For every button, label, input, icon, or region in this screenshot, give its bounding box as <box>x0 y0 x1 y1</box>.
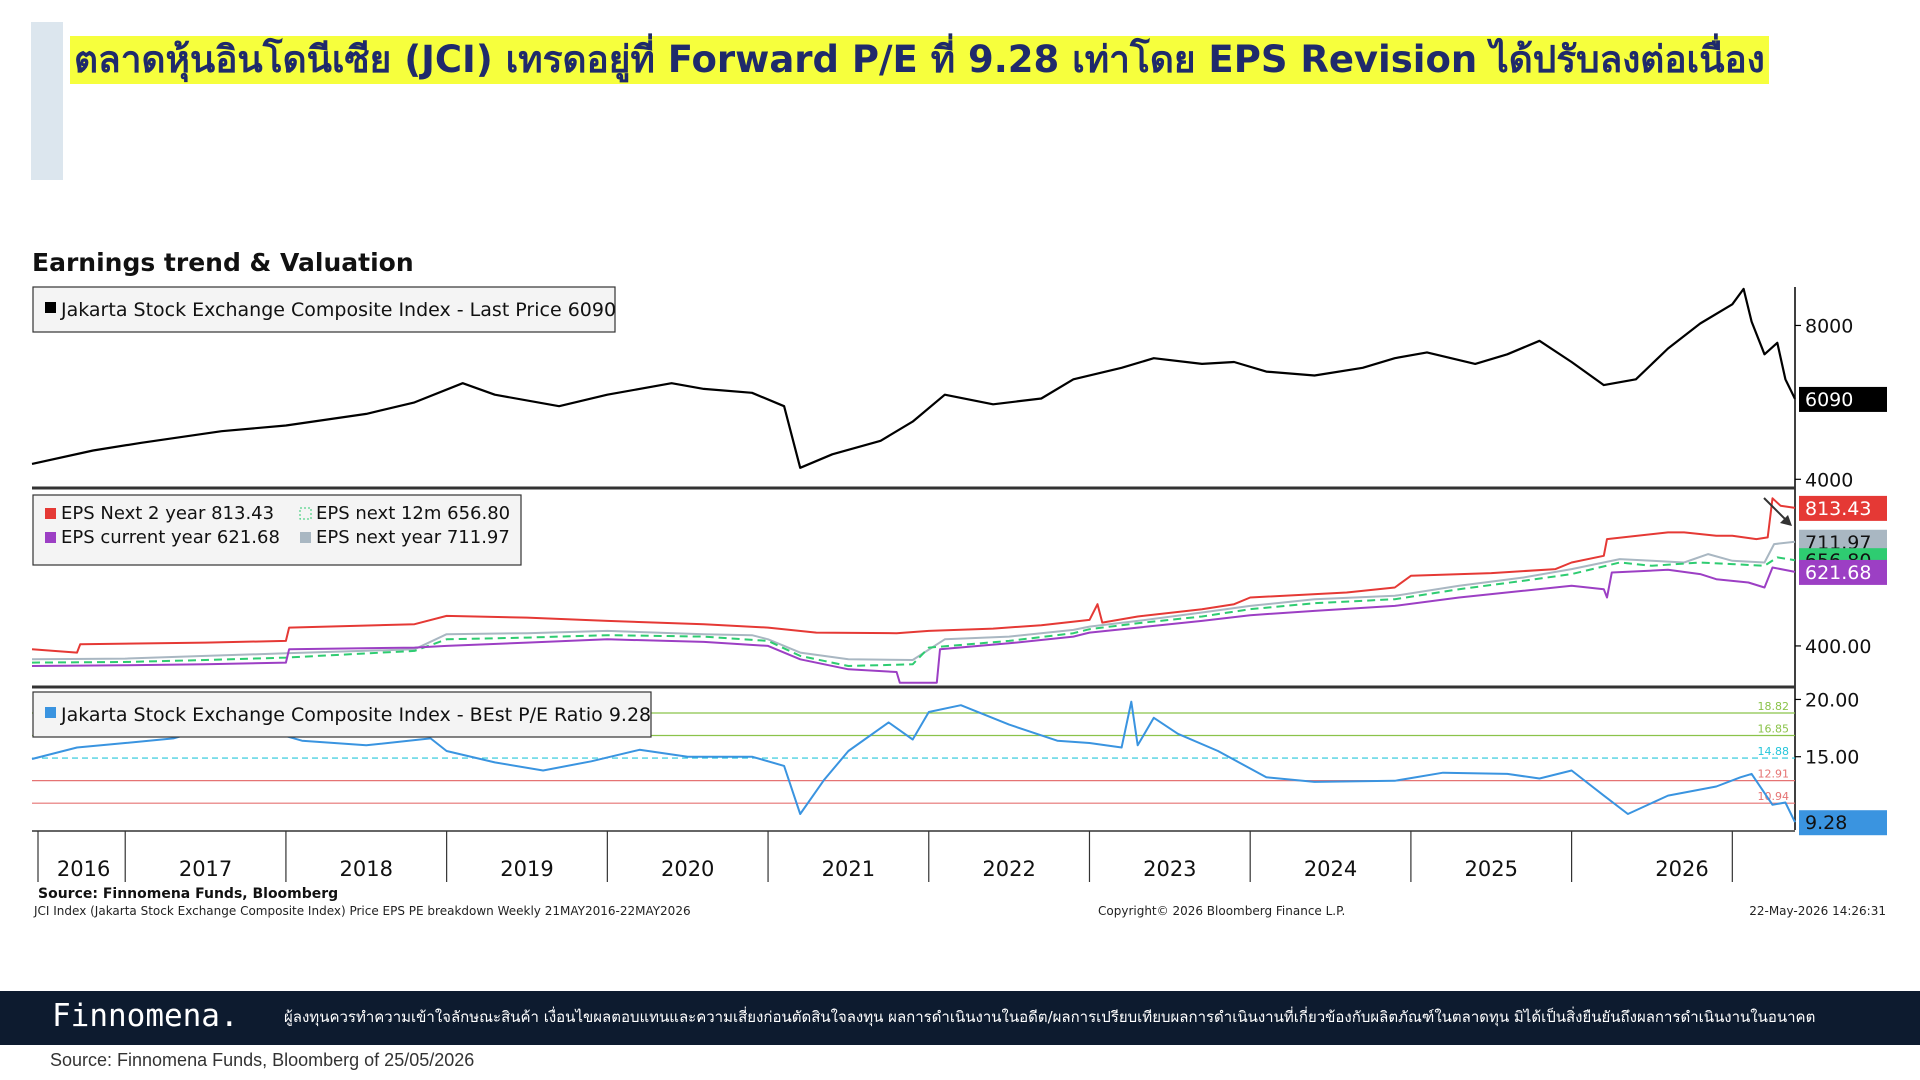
eps-legend-swatch-2 <box>45 532 56 543</box>
footer-disclaimer: ผู้ลงทุนควรทำความเข้าใจลักษณะสินค้า เงื่… <box>284 1008 1816 1026</box>
finnomena-logo: Finnomena. <box>52 998 239 1034</box>
footer-bar <box>0 991 1920 1045</box>
price-last-value-label-0: 6090 <box>1805 389 1853 411</box>
chart-footnote-left: JCI Index (Jakarta Stock Exchange Compos… <box>33 904 691 918</box>
eps-legend-label-1: EPS next 12m 656.80 <box>316 503 510 524</box>
price-legend-swatch <box>45 302 56 313</box>
chart-footnote-center: Copyright© 2026 Bloomberg Finance L.P. <box>1098 904 1345 918</box>
price-last-value-badge-0 <box>1799 386 1887 412</box>
reference-label-18.82: 18.82 <box>1758 700 1790 713</box>
pe-last-value-label-0: 9.28 <box>1805 812 1847 834</box>
pe-last-value-badge-0 <box>1799 810 1887 836</box>
eps-down-arrow-head <box>1780 515 1792 526</box>
pe-tick-label-15.00: 15.00 <box>1805 747 1859 769</box>
year-label-2019: 2019 <box>500 857 553 881</box>
eps-legend-box <box>32 494 522 566</box>
price-tick-label-8000: 8000 <box>1805 315 1853 337</box>
price-series-line-0 <box>31 287 1796 469</box>
eps-series-line-1 <box>31 540 1796 661</box>
chart-footnote-right: 22-May-2026 14:26:31 <box>1749 904 1886 918</box>
eps-series-line-2 <box>31 556 1796 667</box>
price-tick-label-4000: 4000 <box>1805 469 1853 491</box>
year-label-2017: 2017 <box>179 857 232 881</box>
eps-tick-label-400.00: 400.00 <box>1805 636 1871 658</box>
eps-legend-swatch-3 <box>300 532 311 543</box>
year-label-2026: 2026 <box>1655 857 1708 881</box>
eps-last-value-label-3: 621.68 <box>1805 562 1871 584</box>
chart-title: Earnings trend & Valuation <box>32 248 414 277</box>
chart-source-line: Source: Finnomena Funds, Bloomberg <box>38 886 338 902</box>
eps-last-value-label-0: 813.43 <box>1805 498 1871 520</box>
eps-series-line-3 <box>31 566 1796 684</box>
year-label-2018: 2018 <box>340 857 393 881</box>
reference-label-12.91: 12.91 <box>1758 768 1790 781</box>
price-legend-label: Jakarta Stock Exchange Composite Index -… <box>60 299 616 321</box>
year-label-2025: 2025 <box>1465 857 1518 881</box>
eps-legend-label-0: EPS Next 2 year 813.43 <box>61 503 274 524</box>
pe-legend-box <box>32 691 652 738</box>
pe-legend-swatch <box>45 707 56 718</box>
year-label-2023: 2023 <box>1143 857 1196 881</box>
page-headline: ตลาดหุ้นอินโดนีเซีย (JCI) เทรดอยู่ที่ Fo… <box>70 36 1769 84</box>
year-label-2024: 2024 <box>1304 857 1357 881</box>
year-label-2022: 2022 <box>982 857 1035 881</box>
eps-last-value-badge-3 <box>1799 559 1887 585</box>
reference-label-14.88: 14.88 <box>1758 745 1790 758</box>
year-label-2020: 2020 <box>661 857 714 881</box>
eps-series-line-0 <box>31 497 1796 654</box>
pe-tick-label-20.00: 20.00 <box>1805 689 1859 711</box>
reference-label-10.94: 10.94 <box>1758 790 1790 803</box>
eps-legend-label-3: EPS next year 711.97 <box>316 527 510 548</box>
pe-series-line-0 <box>31 700 1796 823</box>
price-legend-box <box>32 286 616 333</box>
eps-legend-swatch-0 <box>45 508 56 519</box>
pe-legend-label: Jakarta Stock Exchange Composite Index -… <box>60 704 651 726</box>
bottom-source-note: Source: Finnomena Funds, Bloomberg of 25… <box>50 1050 475 1070</box>
eps-legend-swatch-1 <box>299 507 312 520</box>
year-label-2021: 2021 <box>822 857 875 881</box>
earnings-valuation-chart: 4000 8000 6090 Jakarta Stock Exchange Compo… <box>31 286 1887 918</box>
reference-label-16.85: 16.85 <box>1758 723 1790 736</box>
eps-legend-label-2: EPS current year 621.68 <box>61 527 280 548</box>
title-accent-bar <box>31 22 63 180</box>
eps-last-value-badge-0 <box>1799 495 1887 521</box>
year-label-2016: 2016 <box>57 857 110 881</box>
